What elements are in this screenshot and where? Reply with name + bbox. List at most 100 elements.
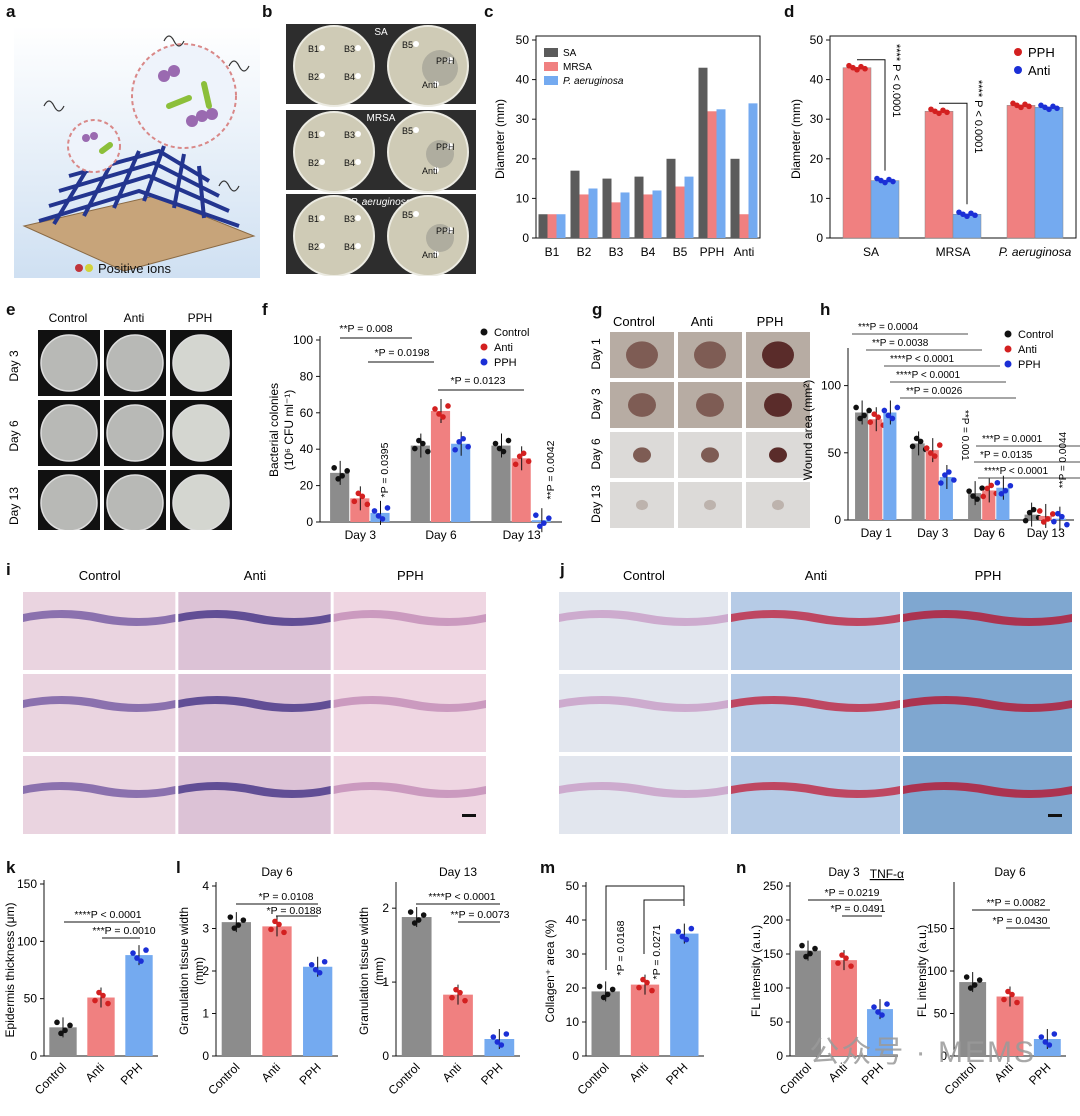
y-tick-label: 30 [566, 947, 580, 961]
legend-label: MRSA [563, 62, 592, 73]
disk [433, 167, 439, 173]
data-point [281, 929, 287, 936]
bar-control [591, 991, 620, 1056]
dish-col-label: PPH [188, 311, 213, 325]
bar-control [330, 472, 350, 522]
data-point [453, 986, 459, 993]
bar-sa [666, 158, 676, 238]
data-point [92, 997, 98, 1004]
data-point [331, 465, 337, 471]
data-point [679, 933, 686, 940]
disk [433, 81, 439, 87]
histo-col-label: Anti [805, 568, 828, 583]
petri-dish [106, 474, 164, 532]
x-tick-label: PPH [296, 1060, 323, 1087]
y-tick-label: 40 [810, 73, 824, 87]
data-point [688, 925, 695, 932]
y-tick-label: 200 [763, 913, 783, 927]
petri-dish [172, 334, 230, 392]
data-point [496, 445, 503, 452]
data-point [835, 960, 841, 966]
x-tick-label: Day 13 [503, 528, 541, 542]
x-tick-label: Day 6 [974, 526, 1006, 540]
data-point [227, 914, 234, 920]
histo-epidermis [23, 782, 176, 798]
bar-mrsa [643, 194, 653, 238]
data-point [420, 440, 426, 447]
data-point [1018, 104, 1024, 111]
data-point [807, 950, 813, 957]
data-point [984, 485, 991, 492]
panel-label-b: b [262, 2, 273, 21]
histo-col-label: PPH [975, 568, 1002, 583]
data-point [1038, 1034, 1045, 1040]
bar-mrsa [739, 214, 749, 238]
y-tick-label: 0 [30, 1049, 37, 1063]
p-value-annotation: *P = 0.0430 [993, 915, 1048, 927]
data-point [871, 1004, 877, 1010]
data-point [970, 493, 976, 499]
p-value-annotation: *P = 0.0491 [831, 903, 886, 915]
wound [762, 341, 794, 369]
data-point [432, 406, 438, 412]
p-value-annotation: *P = 0.0198 [375, 347, 430, 359]
data-point [449, 994, 455, 1001]
data-point [494, 1039, 501, 1045]
wound [701, 447, 719, 463]
data-point [498, 1042, 505, 1048]
data-point [683, 936, 690, 943]
wound [694, 341, 726, 369]
histo-section [559, 674, 728, 752]
plate-row-title: SA [374, 27, 388, 38]
disk [319, 131, 325, 137]
bar-mrsa [675, 186, 685, 238]
disk-label: Anti [422, 166, 438, 176]
data-point [134, 955, 140, 961]
legend-marker [1004, 360, 1012, 368]
data-point [1044, 516, 1051, 522]
panel-label-k: k [6, 858, 16, 877]
data-point [500, 448, 507, 455]
data-point [923, 445, 930, 451]
data-point [936, 442, 943, 448]
p-value-annotation: ****P < 0.0001 [896, 370, 960, 381]
data-point [411, 920, 418, 926]
disk-label: B4 [344, 242, 355, 252]
data-point [942, 472, 948, 478]
y-tick-label: 0 [816, 231, 823, 245]
y-axis-label: Diameter (mm) [493, 99, 507, 179]
x-tick-label: Day 3 [917, 526, 949, 540]
y-tick-label: 0 [940, 1049, 947, 1063]
disk [433, 251, 439, 257]
legend-label: PPH [494, 357, 517, 369]
y-axis-label: Collagen⁺ area (%) [543, 919, 557, 1022]
histo-col-label: Control [79, 568, 121, 583]
data-point [1036, 508, 1043, 514]
data-point [843, 955, 849, 961]
histo-section [559, 592, 728, 670]
colony-dishes: Control Anti PPH Day 3 Day 6 Day 13 [4, 308, 248, 536]
y-tick-label: 3 [202, 922, 209, 936]
data-point [913, 435, 920, 442]
p-value-annotation: *P = 0.0123 [451, 375, 506, 387]
p-value-annotation: **** P < 0.0001 [972, 80, 984, 154]
y-tick-label: 1 [382, 975, 389, 989]
panel-label-n: n [736, 858, 747, 877]
data-point [862, 65, 868, 72]
petri-dish [172, 404, 230, 462]
wound-row-label: Day 6 [590, 438, 603, 470]
bar-sa [634, 176, 644, 238]
data-point [848, 963, 854, 969]
wound [764, 393, 792, 417]
data-point [812, 945, 818, 952]
dish-col-label: Control [49, 311, 88, 325]
data-point [456, 438, 462, 445]
data-point [988, 482, 995, 489]
data-point [967, 985, 974, 991]
data-point [58, 1030, 64, 1037]
bar-control [959, 982, 987, 1056]
data-point [890, 178, 896, 185]
data-point [512, 461, 519, 468]
p-value-annotation: **P = 0.0026 [906, 386, 963, 397]
y-axis-label: Diameter (mm) [789, 99, 803, 179]
